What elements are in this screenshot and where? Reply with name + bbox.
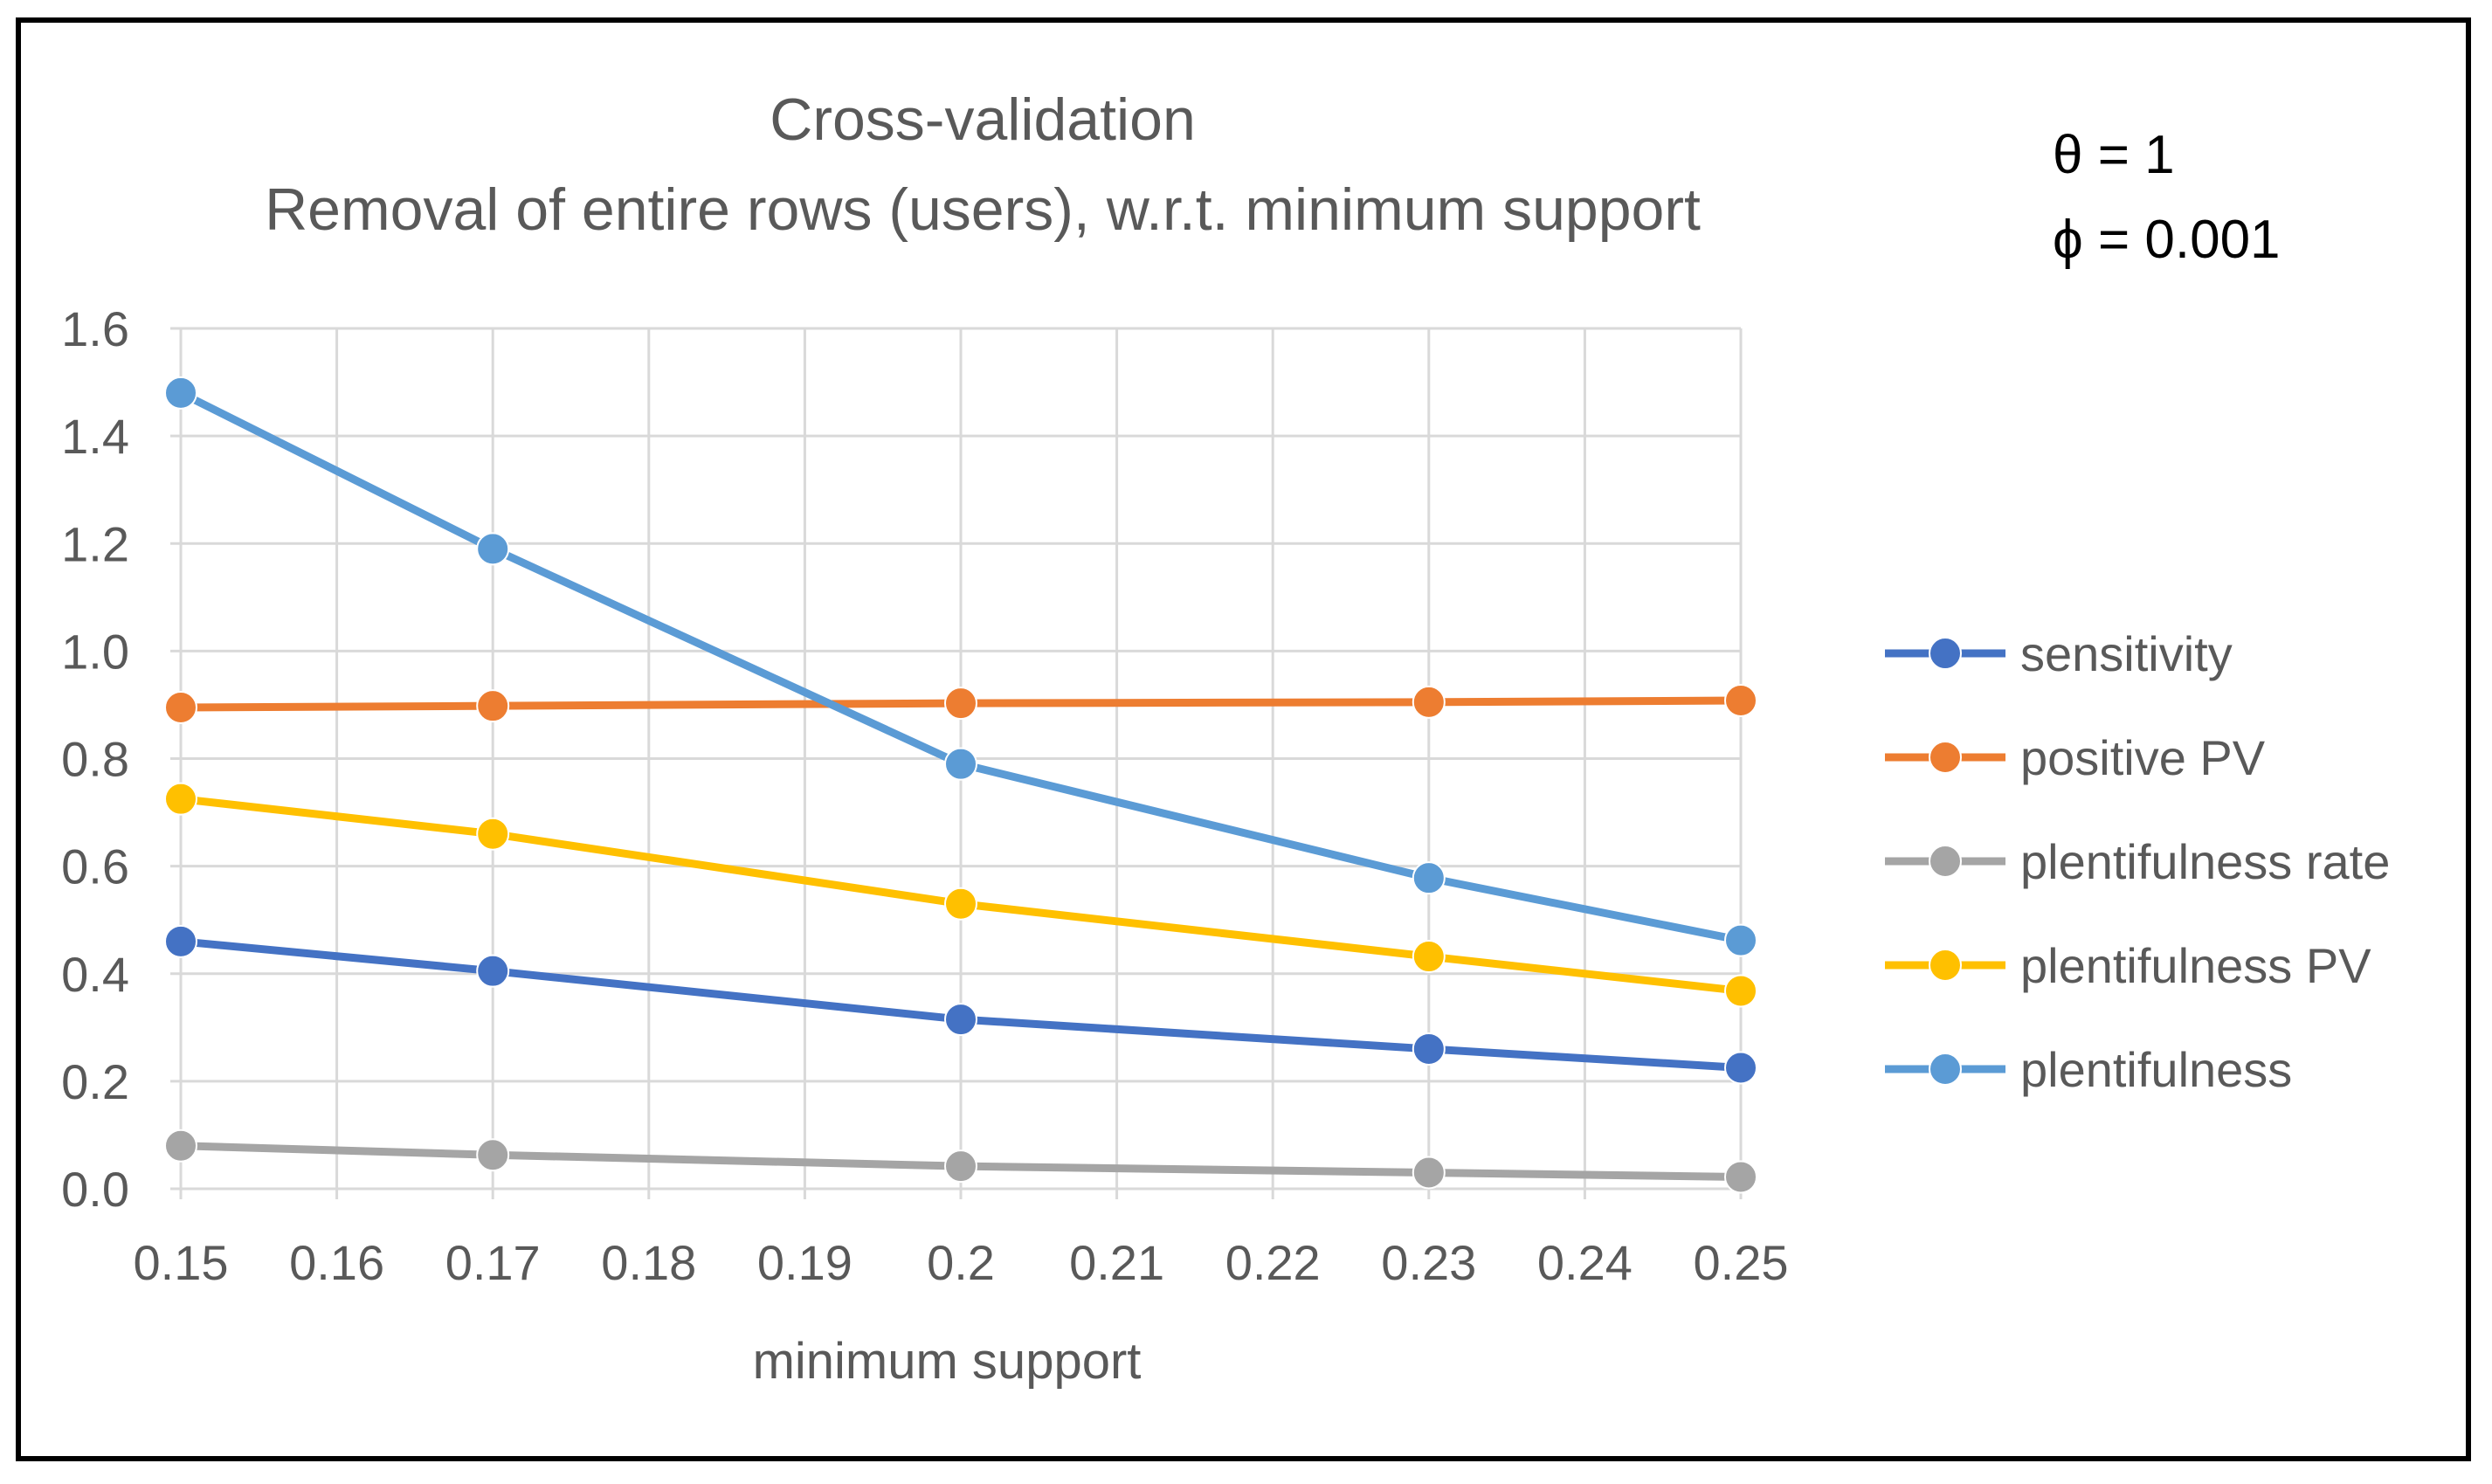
legend: sensitivity positive PV plentifulness rate… (1885, 626, 2390, 1097)
positive-pv-point (1412, 685, 1446, 719)
series-plentifulness (164, 376, 1757, 957)
positive-pv-point (944, 687, 977, 721)
plentifulness-rate-point (1724, 1160, 1757, 1194)
grid (170, 327, 1743, 1199)
legend-swatch-marker (1929, 949, 1962, 982)
x-tick-label: 0.18 (601, 1235, 696, 1290)
plentifulness-rate-point (476, 1138, 510, 1172)
theta-annotation: θ = 1 (2053, 125, 2175, 185)
plentifulness-pv-point (1724, 974, 1757, 1008)
x-tick-label: 0.23 (1381, 1235, 1476, 1290)
chart-frame (16, 17, 2471, 1461)
x-tick-label: 0.21 (1069, 1235, 1164, 1290)
y-tick-label: 0.6 (61, 839, 129, 894)
positive-pv-point (164, 691, 197, 725)
x-tick-label: 0.15 (134, 1235, 229, 1290)
phi-annotation: ϕ = 0.001 (2053, 210, 2281, 270)
y-tick-label: 1.0 (61, 624, 129, 679)
legend-item-plentifulness-pv: plentifulness PV (1885, 938, 2371, 993)
series (164, 376, 1757, 1194)
plentifulness-pv-point (164, 782, 197, 816)
y-tick-label: 0.2 (61, 1054, 129, 1109)
legend-swatch-marker (1929, 637, 1962, 670)
sensitivity-point (164, 924, 197, 958)
plentifulness-pv-point (1412, 940, 1446, 974)
legend-label: positive PV (2020, 730, 2266, 785)
positive-pv-point (1724, 684, 1757, 718)
x-tick-label: 0.16 (289, 1235, 384, 1290)
plentifulness-point (944, 747, 977, 781)
legend-swatch-marker (1929, 741, 1962, 774)
plentifulness-point (164, 376, 197, 410)
legend-label: plentifulness rate (2020, 834, 2390, 889)
legend-item-plentifulness: plentifulness (1885, 1042, 2292, 1097)
legend-label: plentifulness (2020, 1042, 2292, 1097)
sensitivity-point (476, 954, 510, 988)
x-tick-label: 0.2 (927, 1235, 995, 1290)
plentifulness-point (1724, 923, 1757, 957)
y-tick-label: 1.2 (61, 516, 129, 571)
legend-item-plentifulness-rate: plentifulness rate (1885, 834, 2390, 889)
legend-item-positive-pv: positive PV (1885, 730, 2266, 785)
plentifulness-point (476, 532, 510, 566)
legend-swatch-marker (1929, 1053, 1962, 1086)
x-tick-label: 0.19 (757, 1235, 853, 1290)
plentifulness-rate-point (1412, 1156, 1446, 1190)
plentifulness-rate-point (164, 1129, 197, 1163)
sensitivity-point (944, 1003, 977, 1037)
y-tick-label: 0.4 (61, 947, 129, 1002)
series-plentifulness-rate (164, 1129, 1757, 1194)
x-tick-label: 0.17 (445, 1235, 541, 1290)
legend-swatch-marker (1929, 845, 1962, 878)
plentifulness-point (1412, 861, 1446, 895)
legend-label: plentifulness PV (2020, 938, 2371, 993)
chart-title: Cross-validation (770, 86, 1196, 153)
legend-label: sensitivity (2020, 626, 2233, 681)
positive-pv-point (476, 689, 510, 723)
x-axis-label: minimum support (753, 1333, 1142, 1390)
series-plentifulness-pv (164, 782, 1757, 1008)
y-tick-label: 0.0 (61, 1162, 129, 1217)
tick-labels: 0.15 0.16 0.17 0.18 0.19 0.2 0.21 0.22 0.23 0.24 0… (61, 301, 1788, 1290)
series-positive-pv (164, 684, 1757, 725)
sensitivity-point (1412, 1032, 1446, 1066)
plentifulness-rate-point (944, 1149, 977, 1184)
chart-subtitle: Removal of entire rows (users), w.r.t. m… (265, 176, 1701, 243)
x-tick-label: 0.25 (1694, 1235, 1789, 1290)
plentifulness-pv-point (944, 887, 977, 921)
y-tick-label: 1.4 (61, 409, 129, 464)
sensitivity-point (1724, 1051, 1757, 1085)
x-tick-label: 0.22 (1225, 1235, 1321, 1290)
plentifulness-pv-point (476, 817, 510, 851)
x-tick-label: 0.24 (1537, 1235, 1633, 1290)
legend-item-sensitivity: sensitivity (1885, 626, 2233, 681)
y-tick-label: 0.8 (61, 732, 129, 787)
series-sensitivity (164, 924, 1757, 1085)
y-tick-label: 1.6 (61, 301, 129, 356)
